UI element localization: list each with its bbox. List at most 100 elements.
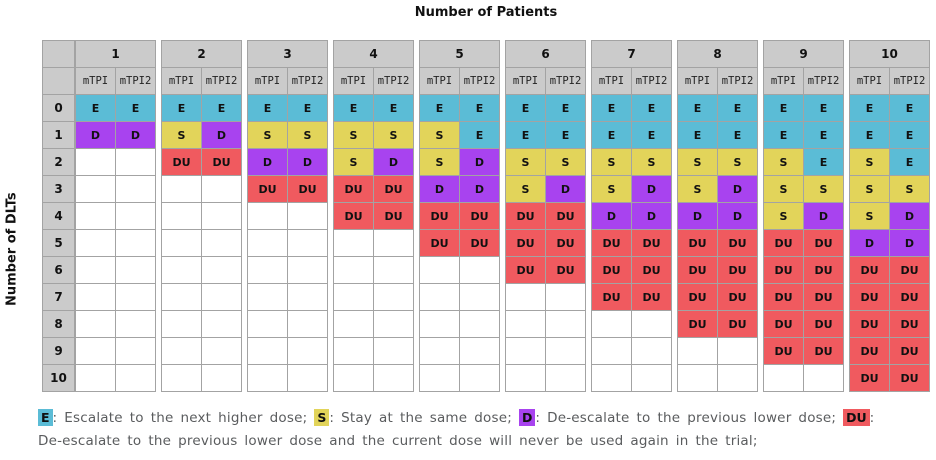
decision-cell: E [161, 94, 202, 122]
empty-cell [287, 337, 328, 365]
design-header: mTPI2 [373, 67, 414, 95]
decision-cell: DU [717, 229, 758, 257]
legend-key-s: S [314, 409, 330, 426]
empty-cell [247, 229, 288, 257]
decision-cell: DU [161, 148, 202, 176]
decision-cell: DU [803, 283, 844, 311]
empty-cell [287, 283, 328, 311]
decision-tables: 0 1 2 3 4 5 6 7 8 9 10 1 mTPI mTPI2 E E D D 2 mTPI mTPI2 E E S D… [42, 40, 930, 392]
empty-cell [115, 364, 156, 392]
decision-cell: S [373, 121, 414, 149]
decision-cell: DU [763, 337, 804, 365]
design-header: mTPI2 [545, 67, 586, 95]
decision-cell: DU [631, 283, 672, 311]
empty-cell [373, 337, 414, 365]
decision-cell: D [115, 121, 156, 149]
figure-title: Number of Patients [414, 5, 558, 20]
decision-cell: S [287, 121, 328, 149]
decision-cell: DU [849, 364, 890, 392]
decision-cell: D [287, 148, 328, 176]
empty-cell [287, 229, 328, 257]
patient-count-header: 10 [849, 40, 930, 68]
empty-cell [201, 229, 242, 257]
empty-cell [161, 202, 202, 230]
decision-cell: E [505, 94, 546, 122]
decision-cell: E [545, 121, 586, 149]
decision-cell: E [763, 121, 804, 149]
empty-cell [161, 283, 202, 311]
design-header: mTPI2 [287, 67, 328, 95]
empty-cell [763, 364, 804, 392]
decision-cell: DU [677, 256, 718, 284]
legend-text: : Stay at the same dose; [329, 410, 519, 426]
decision-cell: DU [505, 229, 546, 257]
empty-cell [591, 337, 632, 365]
corner-cell [42, 40, 75, 68]
decision-cell: D [419, 175, 460, 203]
legend-key-d: D [518, 409, 536, 426]
design-header: mTPI [763, 67, 804, 95]
decision-cell: E [75, 94, 116, 122]
empty-cell [459, 256, 500, 284]
empty-cell [803, 364, 844, 392]
empty-cell [545, 283, 586, 311]
decision-cell: E [591, 121, 632, 149]
empty-cell [75, 283, 116, 311]
decision-cell: S [591, 175, 632, 203]
empty-cell [247, 256, 288, 284]
empty-cell [717, 364, 758, 392]
empty-cell [677, 364, 718, 392]
decision-cell: DU [505, 202, 546, 230]
empty-cell [505, 310, 546, 338]
decision-cell: DU [373, 202, 414, 230]
decision-cell: E [631, 121, 672, 149]
decision-cell: DU [889, 256, 930, 284]
empty-cell [161, 175, 202, 203]
empty-cell [75, 337, 116, 365]
decision-cell: E [201, 94, 242, 122]
decision-cell: D [717, 202, 758, 230]
design-header: mTPI [247, 67, 288, 95]
patient-count-header: 8 [677, 40, 758, 68]
decision-cell: D [849, 229, 890, 257]
decision-cell: E [849, 94, 890, 122]
empty-cell [373, 310, 414, 338]
dlt-row-label: 0 [42, 94, 75, 122]
decision-cell: S [419, 121, 460, 149]
empty-cell [75, 256, 116, 284]
decision-cell: S [333, 121, 374, 149]
empty-cell [115, 283, 156, 311]
decision-cell: E [677, 121, 718, 149]
decision-cell: DU [803, 337, 844, 365]
decision-cell: DU [889, 364, 930, 392]
decision-cell: DU [591, 229, 632, 257]
legend: E: Escalate to the next higher dose; S: … [38, 407, 894, 453]
empty-cell [505, 283, 546, 311]
decision-cell: E [889, 121, 930, 149]
dlt-row-label: 7 [42, 283, 75, 311]
empty-cell [631, 337, 672, 365]
decision-cell: S [803, 175, 844, 203]
empty-cell [419, 283, 460, 311]
decision-cell: S [889, 175, 930, 203]
decision-cell: S [763, 175, 804, 203]
decision-cell: S [631, 148, 672, 176]
patient-group-table: 5 mTPI mTPI2 E E S E S D D D DU DU DU DU [419, 40, 500, 392]
decision-cell: E [717, 121, 758, 149]
empty-cell [115, 229, 156, 257]
decision-cell: DU [373, 175, 414, 203]
decision-cell: DU [545, 202, 586, 230]
decision-cell: DU [803, 256, 844, 284]
decision-cell: S [333, 148, 374, 176]
decision-cell: D [631, 175, 672, 203]
decision-cell: D [247, 148, 288, 176]
empty-cell [419, 337, 460, 365]
decision-cell: DU [803, 229, 844, 257]
patient-group-table: 9 mTPI mTPI2 E E E E S E S S S D DU DU DU DU DU DU DU DU DU DU [763, 40, 844, 392]
patient-count-header: 4 [333, 40, 414, 68]
empty-cell [247, 202, 288, 230]
decision-cell: S [849, 202, 890, 230]
decision-cell: S [763, 148, 804, 176]
patient-count-header: 3 [247, 40, 328, 68]
decision-cell: S [677, 148, 718, 176]
